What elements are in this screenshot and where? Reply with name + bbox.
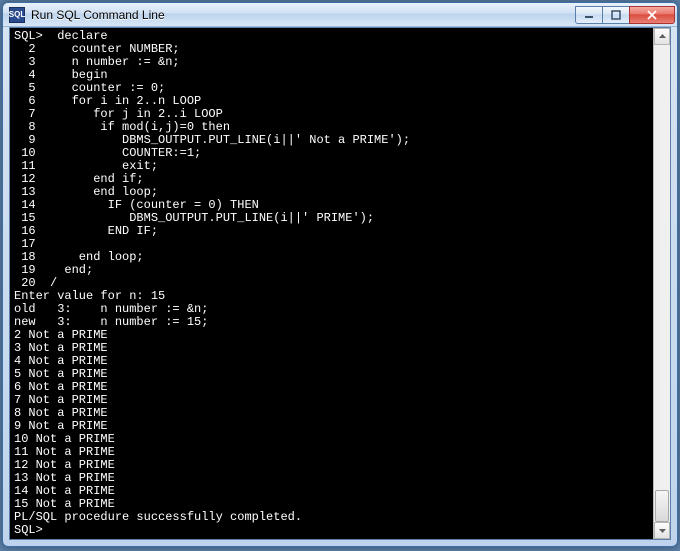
- terminal-line: new 3: n number := 15;: [14, 316, 653, 329]
- terminal-line: 18 end loop;: [14, 251, 653, 264]
- terminal-line: 4 Not a PRIME: [14, 355, 653, 368]
- terminal-line: 16 END IF;: [14, 225, 653, 238]
- terminal-line: SQL>: [14, 524, 653, 537]
- terminal-line: 8 Not a PRIME: [14, 407, 653, 420]
- terminal-line: 19 end;: [14, 264, 653, 277]
- window-title: Run SQL Command Line: [31, 8, 576, 22]
- maximize-button[interactable]: [602, 6, 630, 24]
- terminal-line: 6 Not a PRIME: [14, 381, 653, 394]
- app-icon-text: SQL: [9, 10, 25, 19]
- terminal-line: 3 n number := &n;: [14, 56, 653, 69]
- terminal-line: 2 Not a PRIME: [14, 329, 653, 342]
- chevron-up-icon: [658, 32, 667, 41]
- app-icon: SQL: [9, 7, 25, 23]
- minimize-button[interactable]: [575, 6, 603, 24]
- close-button[interactable]: [629, 6, 675, 24]
- app-window: SQL Run SQL Command Line SQL> declare 2 …: [2, 2, 678, 547]
- minimize-icon: [584, 10, 594, 20]
- terminal-line: 5 Not a PRIME: [14, 368, 653, 381]
- scroll-down-button[interactable]: [654, 522, 670, 539]
- window-controls: [576, 6, 675, 24]
- titlebar[interactable]: SQL Run SQL Command Line: [3, 3, 677, 27]
- terminal-line: PL/SQL procedure successfully completed.: [14, 511, 653, 524]
- maximize-icon: [611, 10, 621, 20]
- vertical-scrollbar[interactable]: [653, 28, 670, 539]
- terminal-output[interactable]: SQL> declare 2 counter NUMBER; 3 n numbe…: [10, 28, 653, 539]
- scroll-up-button[interactable]: [654, 28, 670, 45]
- client-area: SQL> declare 2 counter NUMBER; 3 n numbe…: [9, 27, 671, 540]
- chevron-down-icon: [658, 526, 667, 535]
- scrollbar-track[interactable]: [654, 45, 670, 522]
- terminal-line: 7 Not a PRIME: [14, 394, 653, 407]
- terminal-line: 3 Not a PRIME: [14, 342, 653, 355]
- scrollbar-thumb[interactable]: [655, 490, 669, 522]
- close-icon: [646, 10, 658, 20]
